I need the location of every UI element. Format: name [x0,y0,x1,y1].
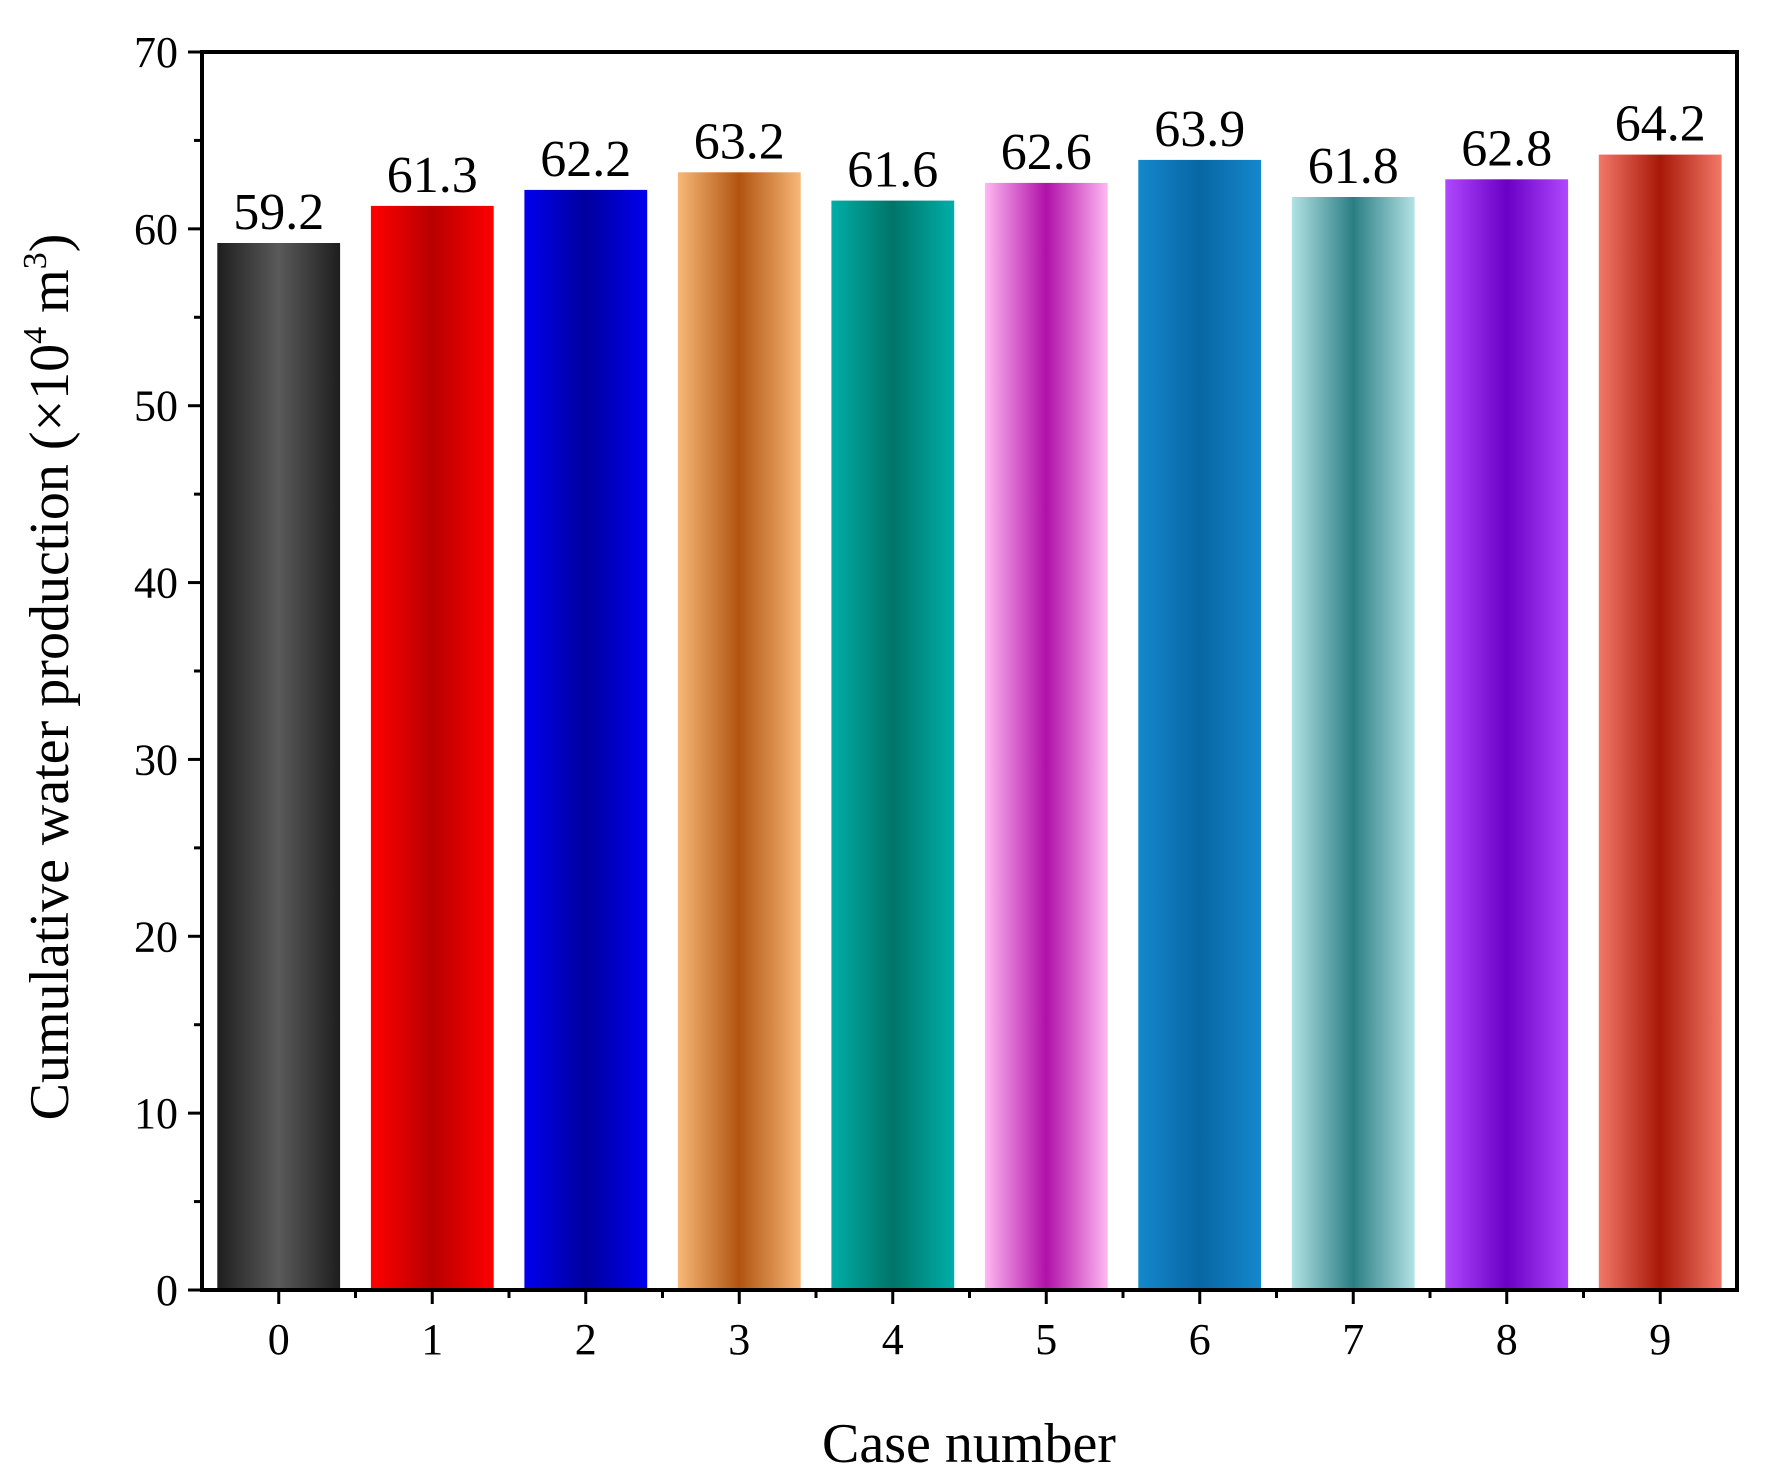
y-axis-title-main: Cumulative water production (×10 [19,344,81,1121]
bar-case-5 [984,182,1108,1290]
x-tick-label: 6 [1189,1315,1211,1364]
y-tick-label: 30 [134,735,178,784]
y-axis-title-unit: m [19,269,81,327]
data-label-case-0: 59.2 [233,184,324,241]
data-label-case-3: 63.2 [694,113,785,170]
bars-layer [217,154,1722,1291]
bar-case-8 [1445,179,1569,1290]
bar-case-1 [370,205,494,1290]
y-tick-label: 50 [134,382,178,431]
data-label-case-1: 61.3 [387,147,478,204]
x-tick-label: 5 [1035,1315,1057,1364]
bar-case-0 [217,243,341,1290]
x-tick-label: 0 [268,1315,290,1364]
y-tick-label: 10 [134,1089,178,1138]
y-axis-title: Cumulative water production (×104 m3) [17,234,81,1121]
bar-case-7 [1291,197,1415,1290]
y-tick-label: 0 [156,1266,178,1315]
bar-case-4 [831,200,955,1291]
y-tick-label: 70 [134,28,178,77]
data-label-case-9: 64.2 [1615,96,1706,153]
data-label-case-2: 62.2 [540,131,631,188]
data-label-case-6: 63.9 [1154,101,1245,158]
y-tick-label: 40 [134,559,178,608]
y-axis-ticks: 0 10 20 30 40 50 60 70 [134,28,202,1315]
x-tick-label: 2 [575,1315,597,1364]
data-label-case-4: 61.6 [847,142,938,199]
y-tick-label: 60 [134,205,178,254]
x-axis-title: Case number [822,1413,1116,1475]
y-tick-label: 20 [134,912,178,961]
data-label-case-5: 62.6 [1001,124,1092,181]
bar-case-3 [677,172,801,1290]
data-label-case-7: 61.8 [1308,138,1399,195]
y-axis-title-exp1: 4 [17,327,54,344]
x-tick-label: 4 [882,1315,904,1364]
bar-case-9 [1598,154,1722,1291]
y-axis-title-close: ) [19,234,81,253]
x-tick-label: 3 [728,1315,750,1364]
x-tick-label: 9 [1649,1315,1671,1364]
bar-case-6 [1138,159,1262,1290]
bar-case-2 [524,189,648,1290]
x-tick-label: 7 [1342,1315,1364,1364]
y-axis-title-exp2: 3 [17,252,54,269]
data-labels-layer: 59.2 61.3 62.2 63.2 61.6 62.6 63.9 61.8 62.8 64.2 [233,96,1706,241]
x-axis-ticks: 0 1 2 3 4 5 6 7 8 9 [268,1290,1671,1364]
x-tick-label: 1 [421,1315,443,1364]
data-label-case-8: 62.8 [1461,120,1552,177]
x-tick-label: 8 [1496,1315,1518,1364]
